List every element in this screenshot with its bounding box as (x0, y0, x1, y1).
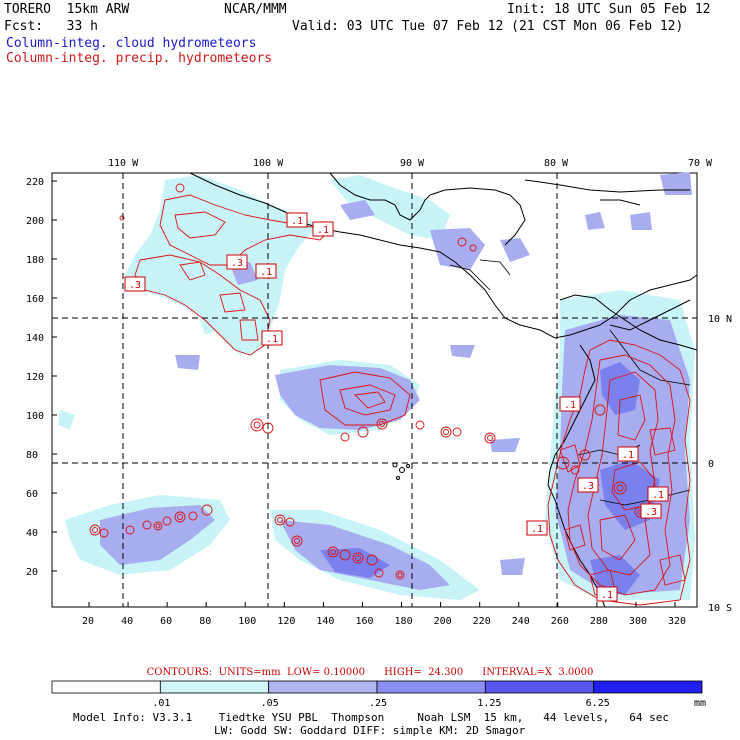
y-index-label: 180 (26, 255, 44, 266)
latitude-labels: 10 N 0 10 S (708, 314, 732, 614)
contour-label: .1 (312, 221, 334, 237)
contour-label: .1 (617, 446, 639, 462)
longitude-labels: 110 W 100 W 90 W 80 W 70 W (108, 158, 713, 169)
svg-text:.1: .1 (564, 400, 576, 411)
y-index-label: 220 (26, 177, 44, 188)
contour-label: .3 (577, 477, 599, 493)
svg-text:.1: .1 (601, 590, 613, 601)
svg-text:.1: .1 (260, 267, 272, 278)
x-index-label: 240 (512, 616, 530, 627)
lat-label: 10 N (708, 314, 732, 325)
contour-label: .1 (526, 520, 548, 536)
contour-label: .1 (596, 586, 618, 602)
svg-text:.1: .1 (622, 450, 634, 461)
svg-text:.3: .3 (582, 481, 594, 492)
x-index-label: 80 (199, 616, 211, 627)
legend-swatch (484, 680, 595, 694)
legend-swatch (593, 680, 703, 694)
lon-label: 80 W (544, 158, 569, 169)
svg-text:.1: .1 (266, 334, 278, 345)
contour-info: CONTOURS: UNITS=mm LOW= 0.10000 HIGH= 24… (146, 667, 594, 678)
contour-label: .1 (286, 212, 308, 228)
init-time: Init: 18 UTC Sun 05 Feb 12 (507, 2, 711, 17)
y-index-label: 160 (26, 294, 44, 305)
y-index-label: 40 (26, 528, 38, 539)
contour-label: .3 (640, 503, 662, 519)
x-index-label: 140 (316, 616, 334, 627)
x-index-label: 20 (82, 616, 94, 627)
svg-text:.3: .3 (129, 280, 141, 291)
contour-labels: .1 .1 .3 .1 .3 .1 .1 .1 .3 .1 .3 .1 .1 (124, 212, 669, 602)
svg-text:.3: .3 (645, 507, 657, 518)
svg-text:.1: .1 (531, 524, 543, 535)
lat-label: 10 S (708, 603, 732, 614)
model-info-line1: Model Info: V3.3.1 Tiedtke YSU PBL Thomp… (73, 711, 670, 724)
contour-label: .1 (647, 486, 669, 502)
y-index-label: 60 (26, 489, 38, 500)
model-title: TORERO 15km ARW (4, 2, 130, 17)
y-index-label: 100 (26, 411, 44, 422)
legend-swatch (376, 680, 486, 694)
x-index-label: 60 (160, 616, 172, 627)
x-index-label: 280 (590, 616, 608, 627)
legend-labels: .01 .05 .25 1.25 6.25 (152, 698, 609, 708)
legend-label: 6.25 (586, 698, 610, 708)
x-index-label: 120 (277, 616, 295, 627)
x-index-label: 200 (434, 616, 452, 627)
forecast-hour: Fcst: 33 h (4, 19, 98, 34)
legend-label: .05 (261, 698, 279, 708)
contour-label: .1 (559, 396, 581, 412)
x-index-labels: 20 40 60 80 100 120 140 160 180 200 220 240 260 280 30… (82, 616, 686, 627)
field-cloud-title: Column-integ. cloud hydrometeors (6, 36, 257, 51)
x-index-label: 300 (629, 616, 647, 627)
legend-label: 1.25 (477, 698, 501, 708)
y-index-label: 140 (26, 333, 44, 344)
lon-label: 70 W (688, 158, 713, 169)
x-index-label: 180 (395, 616, 413, 627)
svg-text:.3: .3 (231, 258, 243, 269)
model-info-line2: LW: Godd SW: Goddard DIFF: simple KM: 2D… (214, 724, 526, 737)
legend-color-bar (51, 680, 703, 694)
x-index-label: 260 (551, 616, 569, 627)
color-legend: .01 .05 .25 1.25 6.25 mm (51, 680, 706, 708)
y-index-label: 80 (26, 450, 38, 461)
y-index-labels: 220 200 180 160 140 120 100 80 60 40 20 (26, 177, 44, 578)
contour-label: .1 (261, 330, 283, 346)
x-index-label: 100 (238, 616, 256, 627)
legend-swatch (159, 680, 270, 694)
y-index-label: 120 (26, 372, 44, 383)
legend-unit: mm (694, 698, 706, 708)
legend-label: .25 (369, 698, 387, 708)
lon-label: 90 W (400, 158, 425, 169)
field-precip-title: Column-integ. precip. hydrometeors (6, 51, 273, 66)
organization: NCAR/MMM (224, 2, 287, 17)
contour-label: .3 (124, 276, 146, 292)
lon-label: 100 W (253, 158, 284, 169)
lat-lon-grid (52, 173, 697, 607)
x-index-label: 40 (121, 616, 133, 627)
legend-swatch (51, 680, 161, 694)
contour-label: .3 (226, 254, 248, 270)
x-index-label: 320 (668, 616, 686, 627)
legend-swatch (268, 680, 378, 694)
y-index-label: 200 (26, 216, 44, 227)
legend-label: .01 (152, 698, 170, 708)
svg-text:.1: .1 (652, 490, 664, 501)
x-index-label: 160 (355, 616, 373, 627)
svg-text:.1: .1 (317, 225, 329, 236)
lon-label: 110 W (108, 158, 139, 169)
frame-ticks (52, 180, 676, 607)
map-panel: .1 .1 .3 .1 .3 .1 .1 .1 .3 .1 .3 .1 .1 1… (26, 158, 732, 627)
x-index-label: 220 (473, 616, 491, 627)
y-index-label: 20 (26, 567, 38, 578)
svg-text:.1: .1 (291, 216, 303, 227)
contour-label: .1 (255, 263, 277, 279)
lat-label: 0 (708, 459, 714, 470)
valid-time: Valid: 03 UTC Tue 07 Feb 12 (21 CST Mon … (292, 19, 684, 34)
